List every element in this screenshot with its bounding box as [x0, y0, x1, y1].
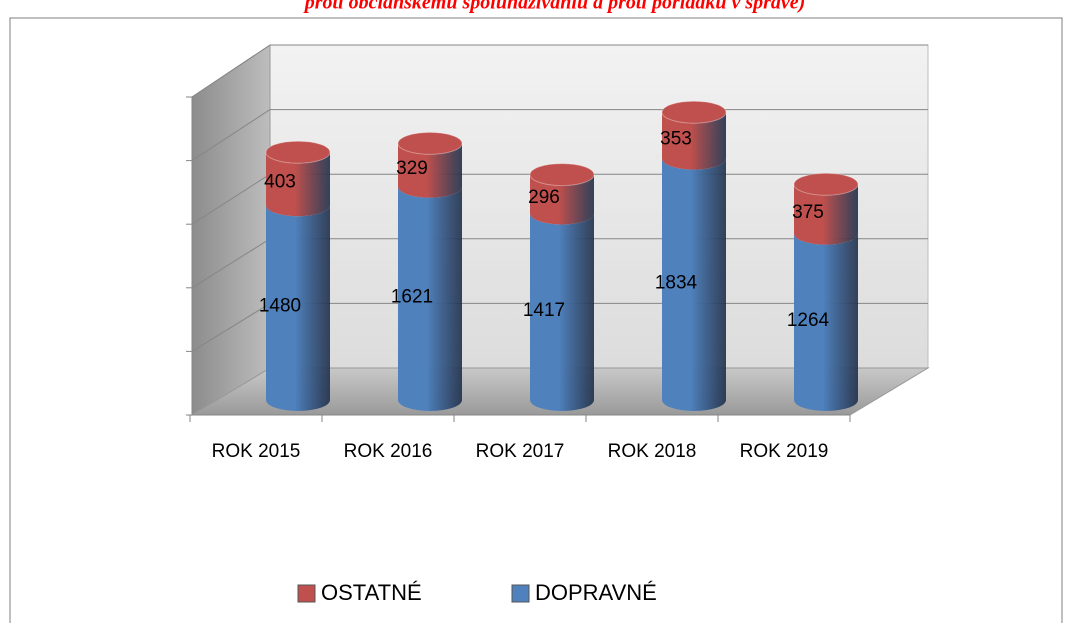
bar-segment [530, 213, 594, 411]
side-wall [191, 44, 271, 416]
bar-segment [794, 184, 858, 245]
legend-swatch [511, 584, 530, 603]
bar-segment [398, 143, 462, 198]
chart-frame [9, 17, 1063, 623]
grid-line [191, 44, 271, 98]
data-label: 403 [264, 172, 296, 193]
data-label: 1417 [523, 300, 565, 321]
data-label: 1834 [655, 272, 698, 293]
x-tick-label: ROK 2017 [476, 441, 565, 462]
bar-top [661, 100, 727, 124]
x-tick-label: ROK 2016 [344, 441, 433, 462]
bar-top [397, 131, 463, 155]
bar-segment [530, 174, 594, 225]
grid-line [191, 302, 271, 352]
data-label: 1264 [787, 310, 830, 331]
data-label: 1480 [259, 296, 301, 317]
grid-line [191, 173, 271, 225]
data-label: 329 [396, 158, 428, 179]
legend-label: DOPRAVNÉ [535, 580, 657, 605]
data-label: 1621 [391, 286, 433, 307]
bar-top [793, 172, 859, 196]
data-label: 296 [528, 187, 560, 208]
bar-segment [662, 112, 726, 170]
grid-line [191, 238, 271, 289]
bar-segment [266, 152, 330, 217]
bar-segment [398, 186, 462, 411]
chart-title: proti občianskemu spolunažívaniu a proti… [303, 0, 806, 14]
data-label: 375 [792, 202, 824, 223]
bar-top [529, 163, 595, 187]
grid-line [191, 109, 271, 162]
bar-segment [794, 233, 858, 411]
bar-top [265, 140, 331, 164]
x-tick-label: ROK 2018 [608, 441, 697, 462]
bar-segment [266, 205, 330, 411]
x-tick-label: ROK 2015 [212, 441, 301, 462]
x-tick-label: ROK 2019 [740, 441, 829, 462]
bar-segment [662, 158, 726, 411]
legend-label: OSTATNÉ [321, 580, 422, 605]
legend-swatch [297, 584, 316, 603]
data-label: 353 [660, 128, 692, 149]
